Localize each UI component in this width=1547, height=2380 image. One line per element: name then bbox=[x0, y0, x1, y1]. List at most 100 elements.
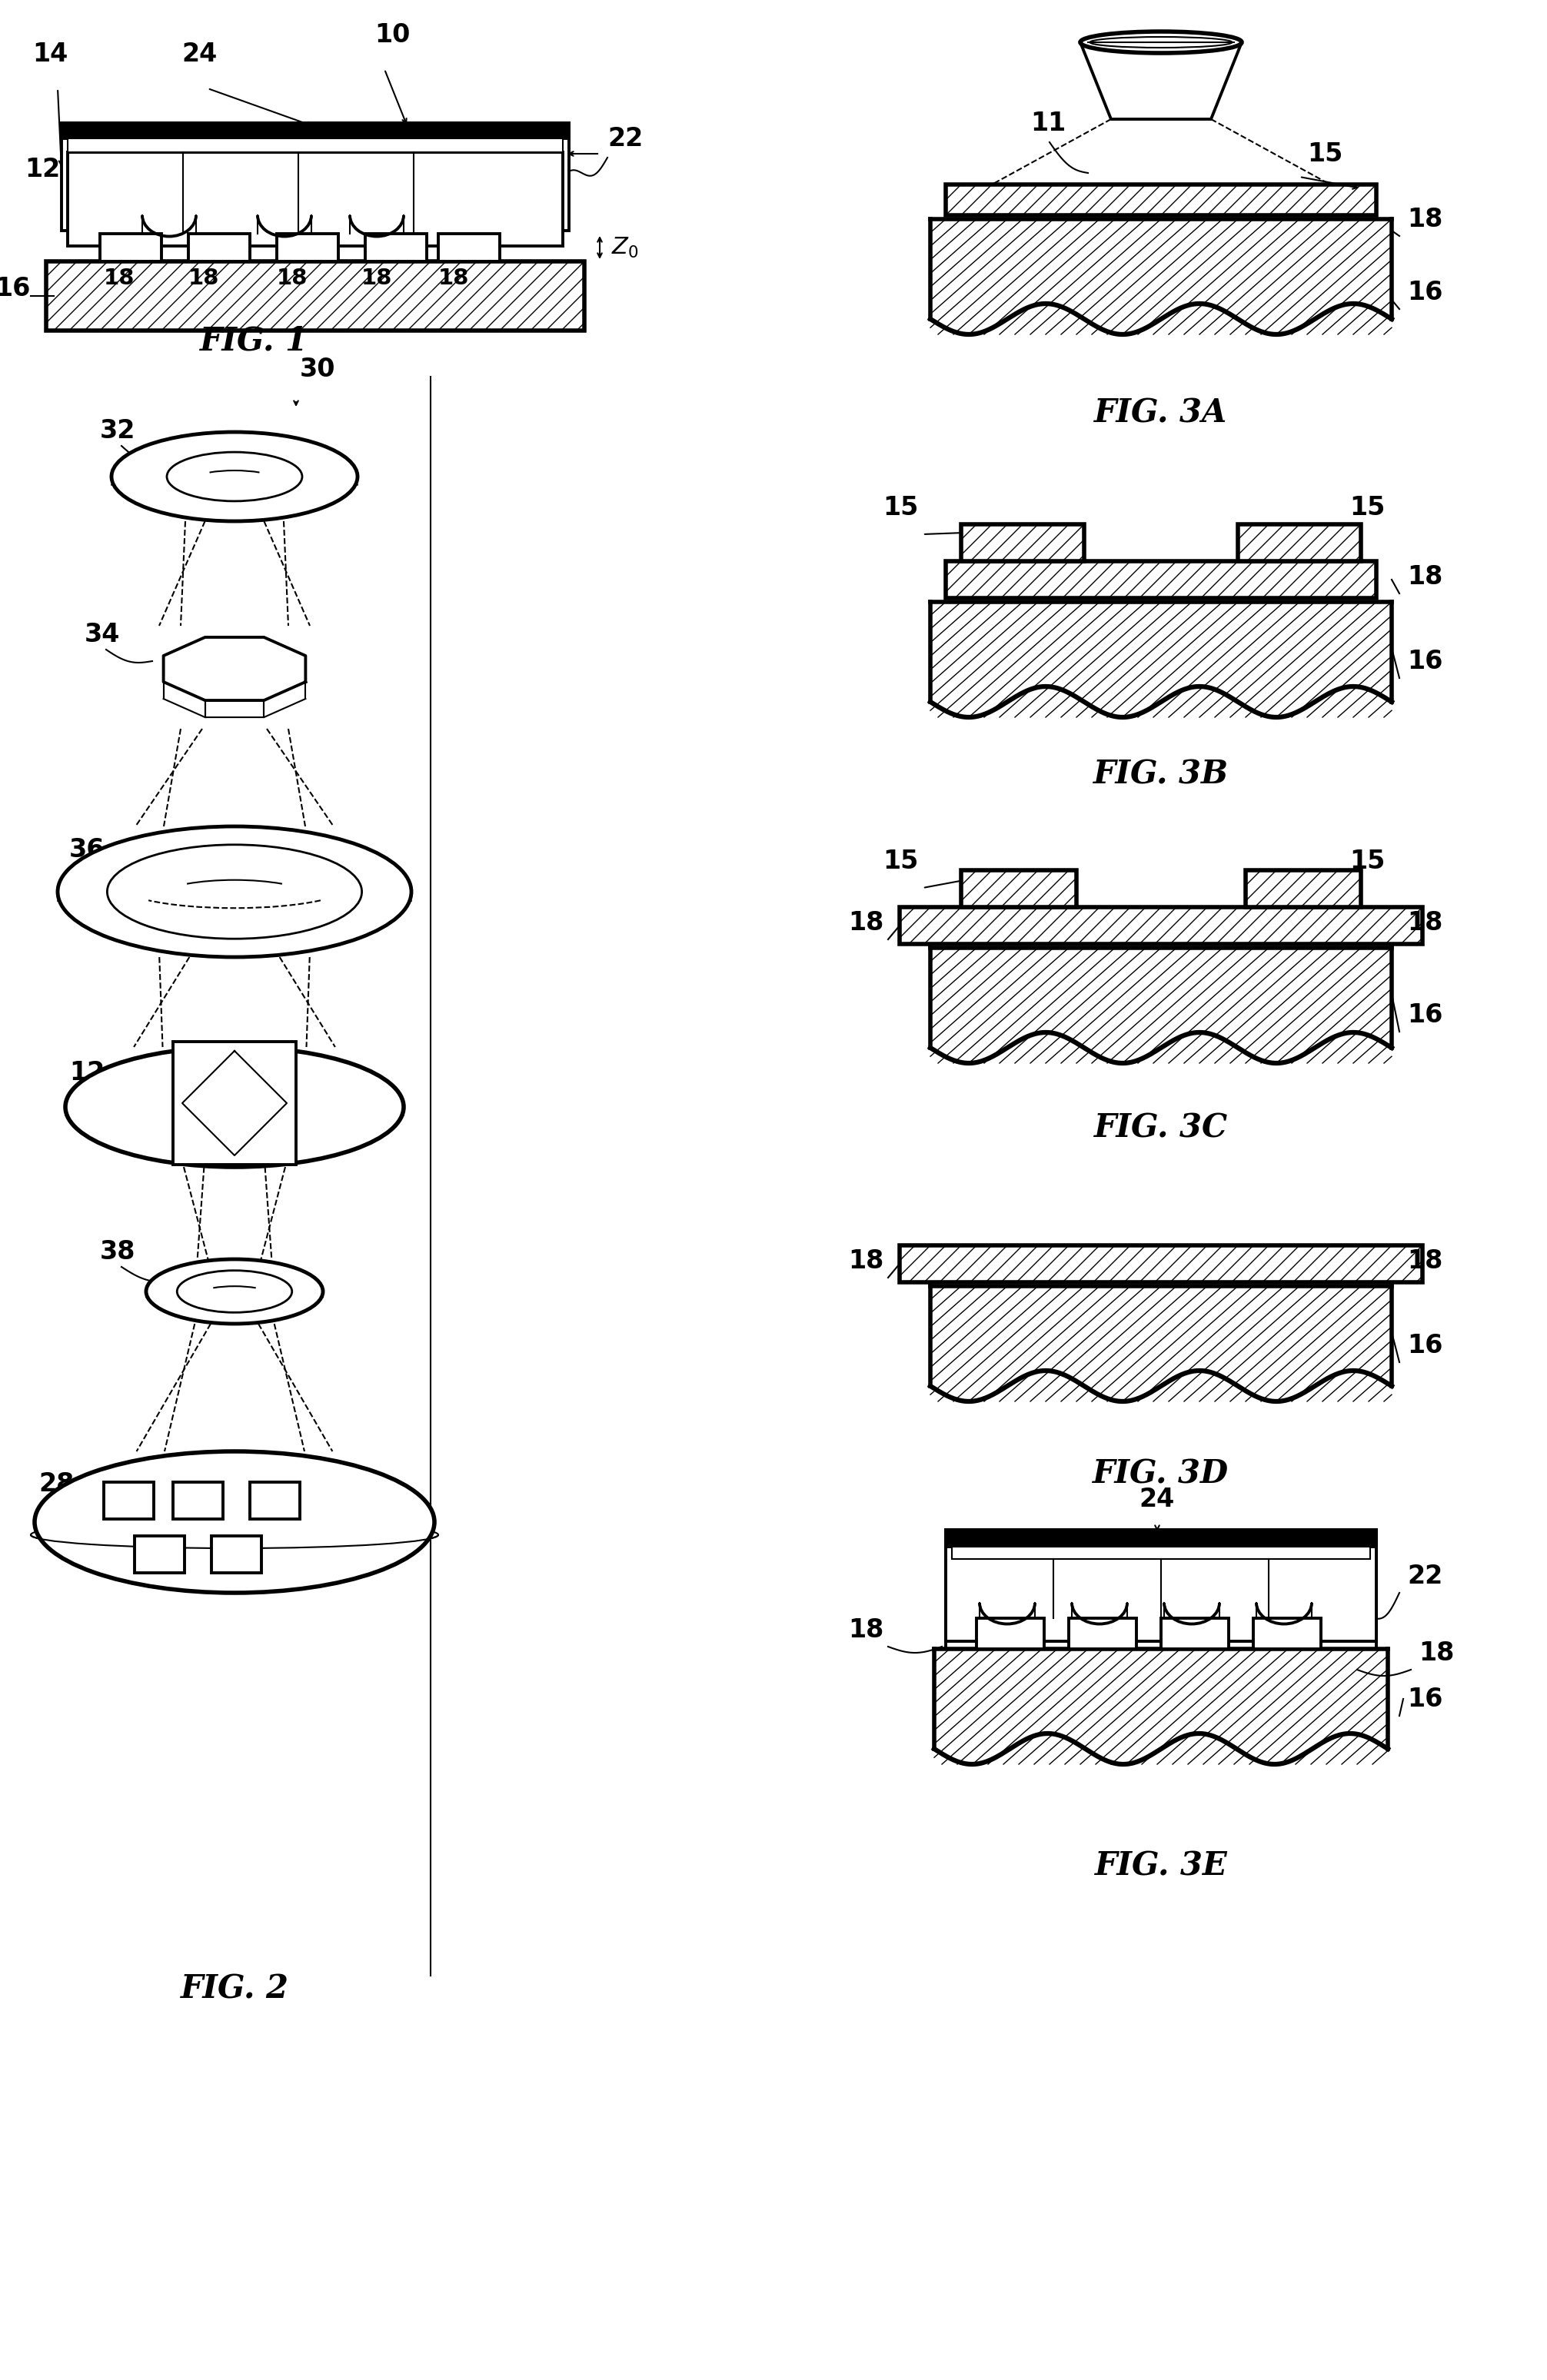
Text: 34: 34 bbox=[85, 621, 121, 647]
Bar bbox=[212, 1535, 261, 1573]
Bar bbox=[68, 152, 563, 245]
Bar bbox=[173, 1042, 295, 1164]
Text: 18: 18 bbox=[849, 1250, 885, 1273]
Text: ~: ~ bbox=[373, 252, 388, 271]
Text: FIG. 3D: FIG. 3D bbox=[1092, 1459, 1230, 1490]
Text: 15: 15 bbox=[1349, 495, 1385, 521]
Text: ~: ~ bbox=[166, 181, 181, 198]
Polygon shape bbox=[930, 219, 1392, 336]
Text: 22: 22 bbox=[1408, 1564, 1443, 1590]
Polygon shape bbox=[930, 1285, 1392, 1402]
Text: FIG. 3B: FIG. 3B bbox=[1094, 759, 1228, 790]
Bar bbox=[1253, 1618, 1321, 1649]
Ellipse shape bbox=[145, 1259, 323, 1323]
Bar bbox=[961, 871, 1077, 907]
Text: ~: ~ bbox=[114, 252, 131, 271]
Text: 16: 16 bbox=[1408, 650, 1443, 674]
Text: FIG. 3C: FIG. 3C bbox=[1094, 1111, 1228, 1145]
Text: ~: ~ bbox=[200, 252, 215, 271]
Text: 36: 36 bbox=[70, 838, 105, 862]
Bar bbox=[438, 233, 500, 262]
Text: FIG. 3A: FIG. 3A bbox=[1094, 397, 1228, 431]
Text: ~: ~ bbox=[450, 252, 466, 271]
Polygon shape bbox=[164, 638, 306, 700]
Ellipse shape bbox=[31, 1521, 438, 1549]
Text: 12: 12 bbox=[25, 157, 60, 183]
Text: 30: 30 bbox=[300, 357, 336, 383]
Text: ~: ~ bbox=[373, 181, 388, 198]
Text: 32: 32 bbox=[101, 419, 136, 443]
Bar bbox=[976, 1618, 1044, 1649]
Bar bbox=[277, 233, 339, 262]
Text: 16: 16 bbox=[1408, 1002, 1443, 1028]
Text: 14: 14 bbox=[32, 40, 68, 67]
Bar bbox=[104, 1483, 153, 1518]
Text: 10: 10 bbox=[374, 21, 410, 48]
Ellipse shape bbox=[65, 1047, 404, 1166]
Text: 20: 20 bbox=[269, 157, 300, 178]
Text: 18: 18 bbox=[362, 267, 393, 288]
Bar bbox=[68, 138, 563, 152]
Text: 24: 24 bbox=[1140, 1488, 1176, 1511]
Bar bbox=[945, 562, 1377, 597]
Ellipse shape bbox=[176, 1271, 292, 1311]
Text: $Z_0$: $Z_0$ bbox=[611, 236, 639, 259]
Ellipse shape bbox=[167, 452, 302, 502]
Text: 20: 20 bbox=[153, 157, 184, 178]
Bar bbox=[1238, 524, 1361, 562]
Bar bbox=[951, 1547, 1371, 1559]
Ellipse shape bbox=[107, 845, 362, 938]
Bar bbox=[900, 1245, 1422, 1283]
Text: 18: 18 bbox=[189, 267, 220, 288]
Text: 18: 18 bbox=[849, 909, 885, 935]
Bar bbox=[945, 186, 1377, 214]
Text: 22: 22 bbox=[608, 126, 644, 152]
Text: 15: 15 bbox=[883, 495, 919, 521]
Text: 16: 16 bbox=[1408, 1687, 1443, 1711]
Ellipse shape bbox=[57, 826, 412, 957]
Text: FIG. 2: FIG. 2 bbox=[181, 1973, 289, 2006]
Text: 12: 12 bbox=[70, 1059, 105, 1085]
Text: 15: 15 bbox=[883, 850, 919, 873]
Polygon shape bbox=[930, 947, 1392, 1064]
Bar bbox=[101, 233, 161, 262]
Bar bbox=[945, 1530, 1377, 1547]
Text: 18: 18 bbox=[1408, 1250, 1443, 1273]
Text: 28: 28 bbox=[39, 1471, 74, 1497]
Bar bbox=[251, 1483, 300, 1518]
Text: 18: 18 bbox=[1419, 1640, 1454, 1666]
Text: 18: 18 bbox=[438, 267, 469, 288]
Text: 16: 16 bbox=[0, 276, 31, 302]
Bar bbox=[1160, 1618, 1228, 1649]
Text: 11: 11 bbox=[1030, 112, 1066, 136]
Polygon shape bbox=[1080, 43, 1242, 119]
Bar bbox=[365, 233, 427, 262]
Text: 16: 16 bbox=[1408, 281, 1443, 305]
Text: ~: ~ bbox=[280, 181, 297, 198]
Text: FIG. 1: FIG. 1 bbox=[200, 324, 308, 357]
Bar bbox=[62, 124, 569, 138]
Text: 15: 15 bbox=[1307, 140, 1343, 167]
Bar bbox=[135, 1535, 184, 1573]
Text: ~: ~ bbox=[288, 252, 305, 271]
Ellipse shape bbox=[1080, 31, 1242, 52]
Ellipse shape bbox=[34, 1452, 435, 1592]
Polygon shape bbox=[934, 1649, 1388, 1764]
Bar bbox=[961, 524, 1084, 562]
Text: 24: 24 bbox=[183, 40, 218, 67]
Bar bbox=[62, 124, 569, 231]
Text: 20: 20 bbox=[362, 157, 393, 178]
Bar bbox=[945, 1530, 1377, 1642]
Text: 15: 15 bbox=[1349, 850, 1385, 873]
Bar bbox=[173, 1483, 223, 1518]
Text: FIG. 3E: FIG. 3E bbox=[1095, 1849, 1227, 1883]
Text: 18: 18 bbox=[104, 267, 135, 288]
Text: 18: 18 bbox=[277, 267, 308, 288]
Text: 18: 18 bbox=[1408, 909, 1443, 935]
Ellipse shape bbox=[111, 433, 357, 521]
Bar bbox=[900, 907, 1422, 945]
Text: 18: 18 bbox=[1408, 207, 1443, 233]
Text: 16: 16 bbox=[1408, 1333, 1443, 1359]
Text: 38: 38 bbox=[101, 1240, 136, 1264]
Bar bbox=[189, 233, 251, 262]
